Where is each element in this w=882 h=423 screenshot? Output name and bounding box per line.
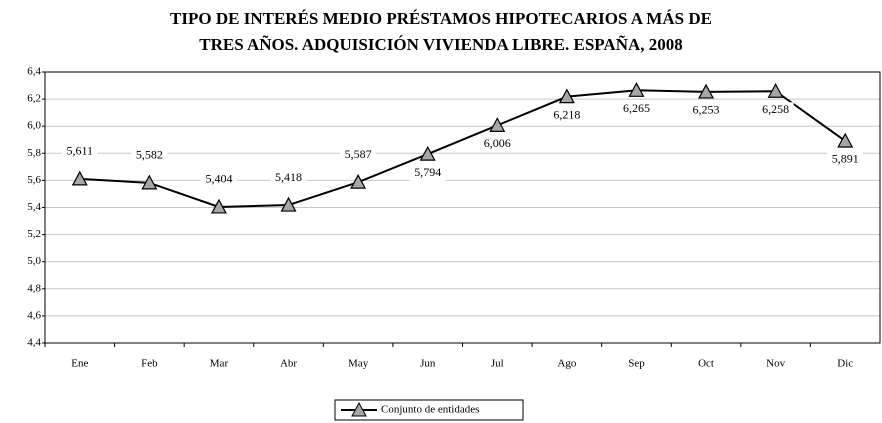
label-bg: [131, 147, 168, 164]
y-tick-label: 4,6: [27, 309, 41, 321]
legend-box: [334, 399, 524, 421]
data-label: 5,582: [136, 148, 163, 162]
y-tick-label: 5,6: [27, 174, 41, 186]
marker: [837, 132, 854, 148]
data-label: 5,611: [67, 144, 94, 158]
label-bg: [757, 102, 794, 119]
x-tick-label: Mar: [210, 358, 229, 370]
marker: [71, 170, 88, 186]
marker: [350, 173, 367, 189]
label-bg: [61, 143, 98, 160]
x-tick-label: Dic: [837, 358, 853, 370]
y-tick-label: 6,0: [27, 120, 41, 132]
y-tick-label: 6,2: [27, 93, 41, 105]
data-label: 5,891: [832, 152, 859, 166]
label-bg: [688, 102, 725, 119]
x-tick-label: May: [348, 358, 369, 370]
data-label: 5,418: [275, 170, 302, 184]
data-label: 6,218: [553, 107, 580, 121]
marker: [419, 145, 436, 161]
marker: [558, 88, 575, 104]
x-tick-label: Jul: [491, 358, 504, 370]
legend-label: Conjunto de entidades: [381, 404, 479, 416]
marker: [280, 196, 297, 212]
label-bg: [200, 171, 237, 188]
marker: [141, 174, 158, 190]
line: [79, 89, 846, 208]
label-bg: [270, 170, 307, 187]
x-tick-label: Ago: [557, 358, 576, 370]
data-label: 6,006: [484, 136, 511, 150]
y-tick-label: 6,4: [27, 66, 41, 78]
legend-marker: [351, 401, 367, 417]
chart-title: TRES AÑOS. ADQUISICIÓN VIVIENDA LIBRE. E…: [199, 35, 683, 54]
y-tick-label: 5,8: [27, 147, 41, 159]
data-label: 6,253: [693, 103, 720, 117]
x-tick-label: Nov: [766, 358, 785, 370]
marker: [698, 83, 715, 99]
marker: [489, 117, 506, 132]
marker: [210, 198, 227, 214]
data-label: 6,258: [762, 102, 789, 116]
x-tick-label: Abr: [280, 358, 297, 370]
y-tick-label: 4,8: [27, 282, 41, 294]
data-label: 6,265: [623, 101, 650, 115]
label-bg: [827, 151, 864, 168]
data-label: 5,794: [414, 165, 441, 179]
x-tick-label: Sep: [628, 358, 645, 370]
data-label: 5,404: [205, 172, 232, 186]
label-bg: [479, 136, 516, 153]
x-tick-label: Oct: [698, 358, 714, 370]
x-tick-label: Ene: [71, 358, 88, 370]
y-tick-label: 5,0: [27, 255, 41, 267]
label-bg: [618, 101, 655, 118]
marker: [767, 82, 784, 98]
chart-title: TIPO DE INTERÉS MEDIO PRÉSTAMOS HIPOTECA…: [170, 9, 712, 28]
label-bg: [409, 165, 446, 182]
label-bg: [548, 107, 585, 124]
y-tick-label: 5,2: [27, 228, 41, 240]
marker: [628, 82, 645, 97]
data-label: 5,587: [345, 147, 372, 161]
y-tick-label: 4,4: [27, 337, 41, 349]
label-bg: [340, 147, 377, 164]
y-tick-label: 5,4: [27, 201, 41, 213]
x-tick-label: Jun: [420, 358, 436, 370]
x-tick-label: Feb: [141, 358, 158, 370]
